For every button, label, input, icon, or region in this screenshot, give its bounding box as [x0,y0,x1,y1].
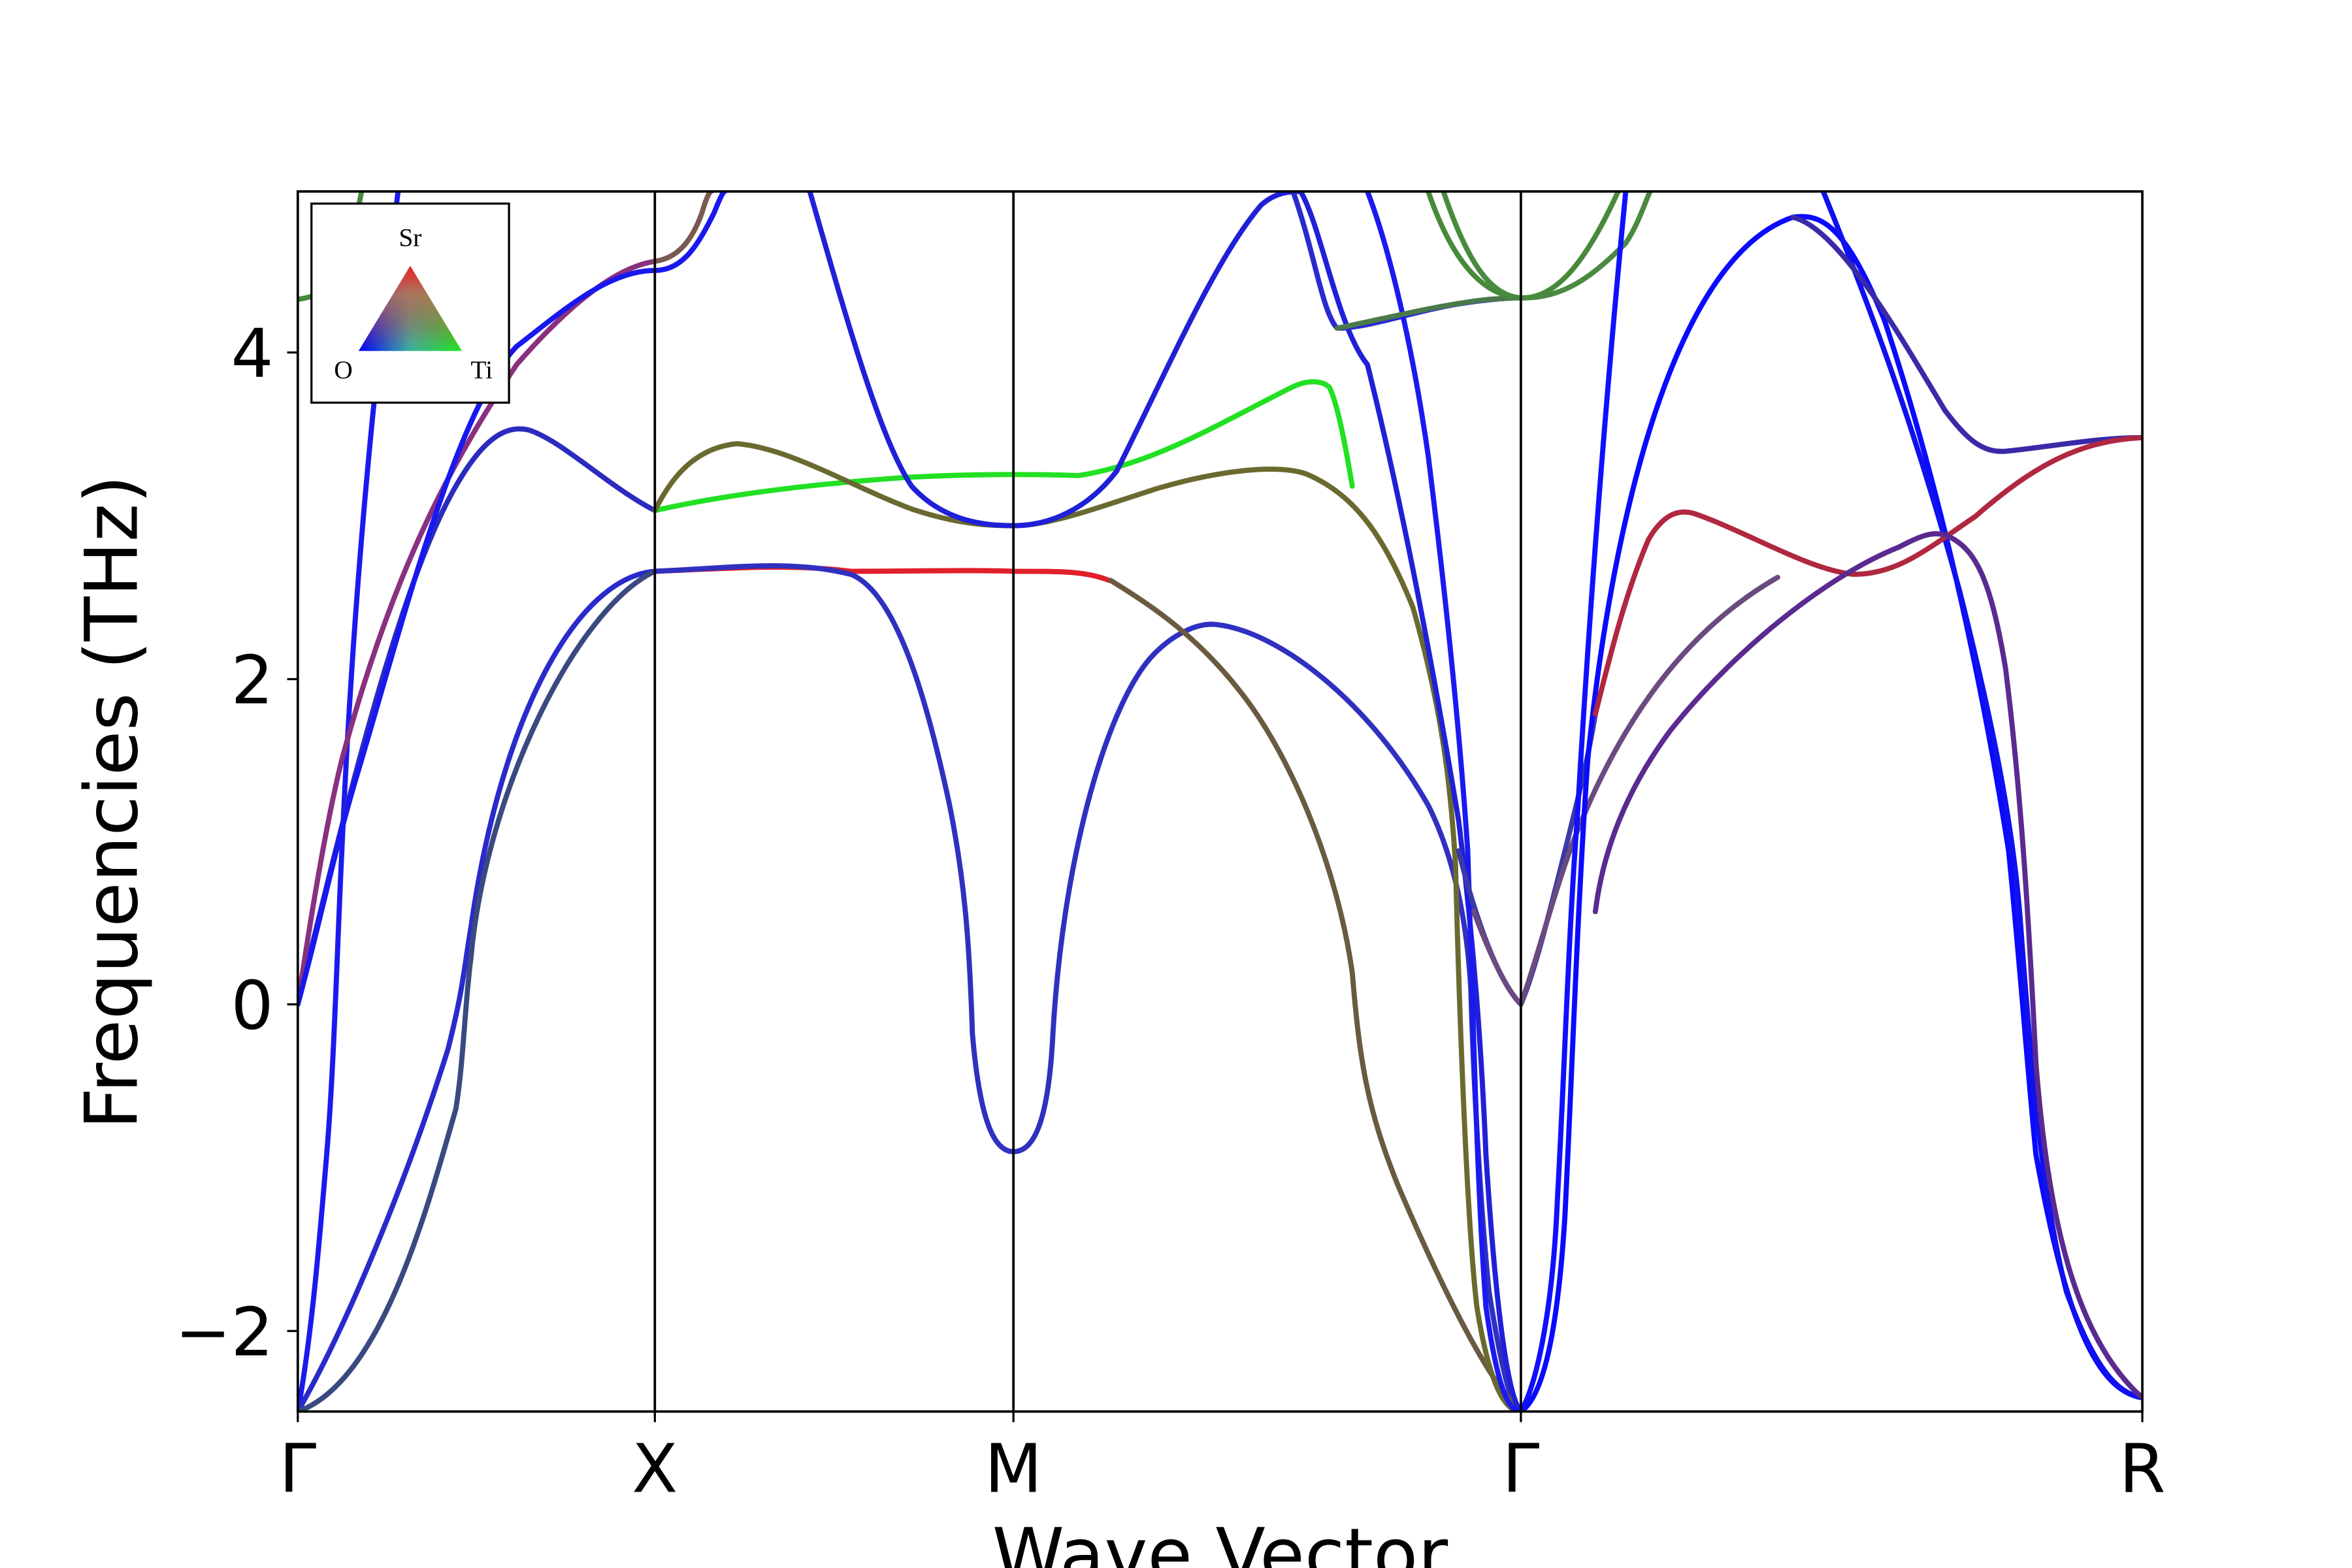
legend-label-sr: Sr [399,223,421,252]
high-symmetry-lines [653,191,1522,1412]
band-line [1108,578,1524,1412]
legend-triangle-overlay [358,265,462,351]
band-line [652,191,728,273]
ternary-color-legend: Sr O Ti [310,203,510,404]
legend-label-o: O [334,355,353,384]
band-line [297,191,401,1412]
band-line [297,568,658,1412]
band-line [652,379,1355,514]
band-line [1592,531,2143,1401]
band-line [1334,295,1524,331]
band-line [1820,191,2143,1401]
band-line [1518,191,1629,1412]
y-axis: 4 2 0 −2 Frequencies (THz) [69,316,298,1371]
x-tick-label: Γ [279,1431,316,1509]
band-line [297,259,658,1007]
y-tick-label: −2 [175,1294,274,1371]
band-line [297,568,658,1412]
y-tick-label: 0 [231,967,273,1045]
x-tick-label: Γ [1502,1431,1539,1509]
y-axis-title: Frequencies (THz) [69,475,154,1130]
band-line [1426,191,1621,301]
x-tick-label: X [632,1431,678,1509]
band-line [652,563,1524,1412]
band-lines [297,191,2143,1412]
band-line [807,191,1524,1412]
y-tick-label: 2 [231,642,273,720]
band-line [652,191,714,264]
band-line [297,268,658,1007]
band-line [652,441,1524,1412]
band-line [1518,214,2143,1412]
plot-frame [296,190,2144,1413]
x-tick-label: R [2119,1431,2166,1509]
y-tick-label: 4 [231,316,273,393]
band-line [1592,434,2143,717]
plot-area [296,190,2144,1413]
band-line [1790,214,2143,454]
band-line [1441,191,1653,301]
legend-label-ti: Ti [470,355,493,384]
x-axis-title: Wave Vector [992,1513,1448,1568]
x-tick-label: M [985,1431,1042,1509]
band-line [1471,574,1780,1007]
x-axis: Γ X M Γ R Wave Vector [279,1411,2166,1568]
band-line [1365,191,1524,1412]
